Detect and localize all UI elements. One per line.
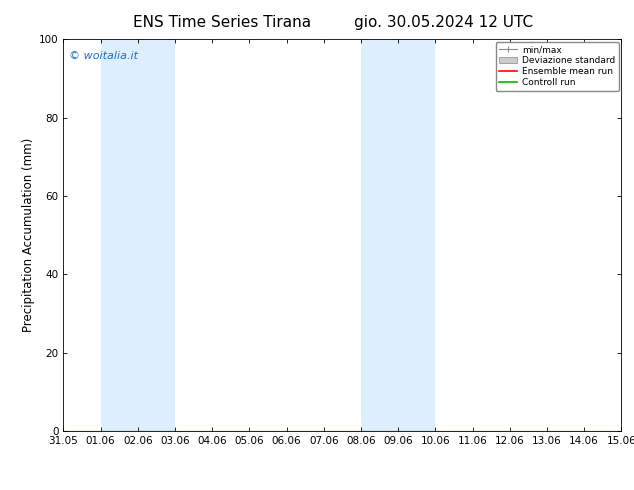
Y-axis label: Precipitation Accumulation (mm): Precipitation Accumulation (mm)	[22, 138, 35, 332]
Legend: min/max, Deviazione standard, Ensemble mean run, Controll run: min/max, Deviazione standard, Ensemble m…	[496, 42, 619, 91]
Text: gio. 30.05.2024 12 UTC: gio. 30.05.2024 12 UTC	[354, 15, 533, 30]
Bar	[361, 39, 436, 431]
Bar	[101, 39, 175, 431]
Text: ENS Time Series Tirana: ENS Time Series Tirana	[133, 15, 311, 30]
Text: © woitalia.it: © woitalia.it	[69, 51, 138, 61]
Bar	[621, 39, 634, 431]
